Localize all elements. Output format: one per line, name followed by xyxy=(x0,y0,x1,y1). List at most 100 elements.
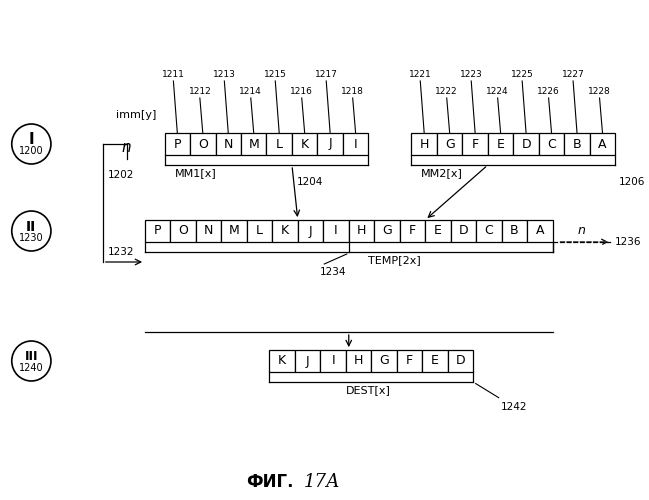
Text: H: H xyxy=(357,224,366,237)
Bar xyxy=(590,133,615,155)
Text: 1211: 1211 xyxy=(162,70,185,79)
Bar xyxy=(539,133,564,155)
Text: 1217: 1217 xyxy=(315,70,337,79)
Text: E: E xyxy=(496,138,504,150)
Bar xyxy=(397,350,422,372)
Bar xyxy=(221,220,247,242)
Text: DEST[x]: DEST[x] xyxy=(346,385,391,395)
Bar xyxy=(273,220,298,242)
Bar xyxy=(165,133,190,155)
Bar xyxy=(450,220,476,242)
Bar xyxy=(321,350,346,372)
Text: H: H xyxy=(354,354,363,368)
Bar xyxy=(269,350,295,372)
Bar xyxy=(422,350,448,372)
Bar xyxy=(323,220,349,242)
Bar xyxy=(241,133,267,155)
Bar xyxy=(411,133,437,155)
Text: D: D xyxy=(456,354,465,368)
Text: 1221: 1221 xyxy=(409,70,432,79)
Text: K: K xyxy=(300,138,309,150)
Text: 1232: 1232 xyxy=(108,247,134,257)
Text: n: n xyxy=(121,140,131,154)
Text: F: F xyxy=(409,224,416,237)
Text: 1230: 1230 xyxy=(19,233,43,243)
Text: II: II xyxy=(26,220,36,234)
Text: 17А: 17А xyxy=(304,473,340,491)
Text: A: A xyxy=(535,224,544,237)
Bar xyxy=(448,350,473,372)
Text: C: C xyxy=(484,224,493,237)
Bar xyxy=(346,350,371,372)
Text: O: O xyxy=(198,138,208,150)
Text: 1212: 1212 xyxy=(188,87,211,96)
Text: G: G xyxy=(445,138,454,150)
Bar xyxy=(343,133,369,155)
Bar xyxy=(374,220,400,242)
Bar xyxy=(437,133,462,155)
Text: MM2[x]: MM2[x] xyxy=(421,168,463,178)
Bar xyxy=(292,133,317,155)
Bar xyxy=(502,220,527,242)
Text: G: G xyxy=(379,354,389,368)
Text: J: J xyxy=(309,224,312,237)
Bar xyxy=(247,220,273,242)
Bar xyxy=(171,220,196,242)
Text: 1214: 1214 xyxy=(239,87,262,96)
Text: I: I xyxy=(29,132,34,148)
Text: J: J xyxy=(306,354,310,368)
Text: P: P xyxy=(154,224,162,237)
Text: 1223: 1223 xyxy=(460,70,483,79)
Text: 1202: 1202 xyxy=(108,170,134,180)
Text: L: L xyxy=(256,224,263,237)
Bar xyxy=(317,133,343,155)
Text: III: III xyxy=(25,350,38,364)
Bar xyxy=(462,133,488,155)
Text: 1216: 1216 xyxy=(290,87,313,96)
Bar xyxy=(564,133,590,155)
Text: G: G xyxy=(382,224,392,237)
Text: 1226: 1226 xyxy=(537,87,560,96)
Bar xyxy=(215,133,241,155)
Bar xyxy=(527,220,552,242)
Text: 1240: 1240 xyxy=(19,363,43,373)
Bar xyxy=(145,220,171,242)
Bar xyxy=(267,133,292,155)
Text: D: D xyxy=(521,138,531,150)
Text: 1242: 1242 xyxy=(476,384,527,412)
Text: ФИГ.: ФИГ. xyxy=(247,473,294,491)
Text: I: I xyxy=(354,138,358,150)
Text: B: B xyxy=(510,224,519,237)
Text: 1236: 1236 xyxy=(615,237,642,247)
Text: I: I xyxy=(334,224,338,237)
Text: N: N xyxy=(223,138,233,150)
Text: J: J xyxy=(328,138,332,150)
Text: E: E xyxy=(431,354,439,368)
Text: D: D xyxy=(459,224,468,237)
Text: I: I xyxy=(331,354,335,368)
Text: M: M xyxy=(228,224,239,237)
Bar xyxy=(295,350,321,372)
Text: M: M xyxy=(249,138,259,150)
Text: E: E xyxy=(434,224,442,237)
Text: imm[y]: imm[y] xyxy=(116,110,156,120)
Bar xyxy=(488,133,513,155)
Text: N: N xyxy=(204,224,214,237)
Bar xyxy=(349,220,374,242)
Bar xyxy=(371,350,397,372)
Text: L: L xyxy=(276,138,283,150)
Text: 1218: 1218 xyxy=(341,87,364,96)
Text: 1227: 1227 xyxy=(562,70,585,79)
Text: K: K xyxy=(278,354,286,368)
Text: 1206: 1206 xyxy=(619,177,646,187)
Text: O: O xyxy=(178,224,188,237)
Text: MM1[x]: MM1[x] xyxy=(175,168,216,178)
Text: 1222: 1222 xyxy=(435,87,458,96)
Text: 1224: 1224 xyxy=(486,87,509,96)
Text: H: H xyxy=(419,138,429,150)
Text: TEMP[2x]: TEMP[2x] xyxy=(369,255,421,265)
Text: 1234: 1234 xyxy=(319,267,346,277)
Bar xyxy=(190,133,215,155)
Bar xyxy=(400,220,425,242)
Text: n: n xyxy=(578,224,586,237)
